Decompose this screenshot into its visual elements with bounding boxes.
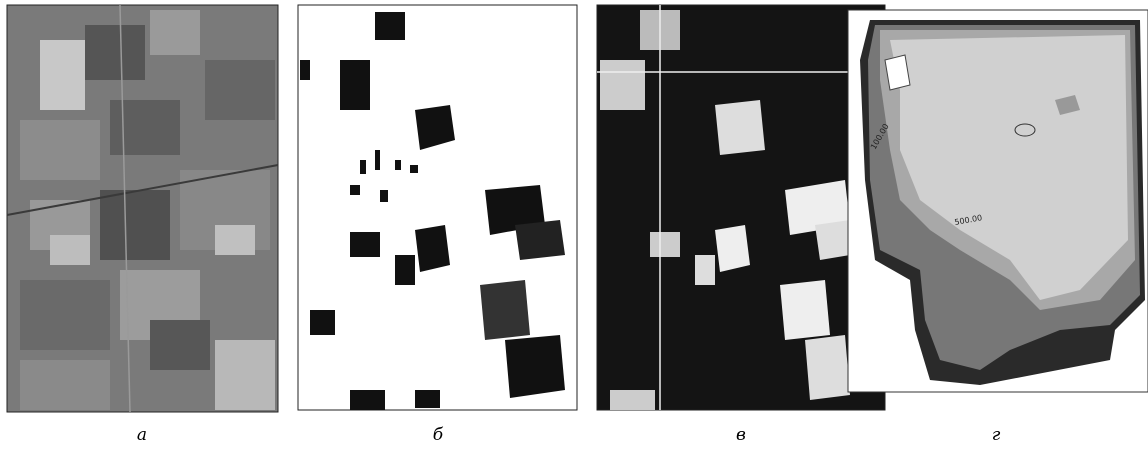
- figure: 100.00 500.00 а б в г: [0, 0, 1148, 453]
- figure-canvas: 100.00 500.00 а б в г: [0, 0, 1148, 453]
- caption: г: [992, 425, 1001, 445]
- panel-b-image: [298, 5, 577, 410]
- panel-d-image: 100.00 500.00: [848, 10, 1148, 392]
- panel-c-image: [597, 5, 885, 410]
- caption: а: [137, 425, 147, 445]
- caption: б: [433, 425, 444, 445]
- panel-a-image: [7, 5, 278, 412]
- caption: в: [736, 425, 746, 445]
